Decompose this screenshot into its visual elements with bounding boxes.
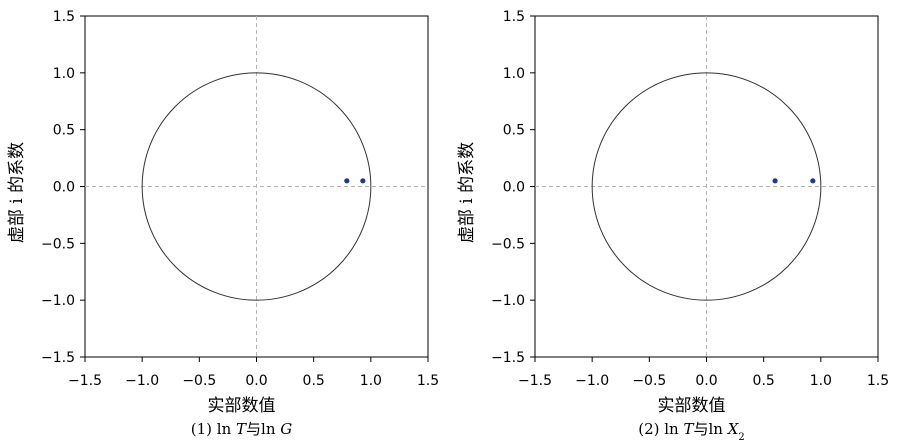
chart-2-data-point-2 xyxy=(810,178,816,184)
chart-1-y-tick-label: 1.5 xyxy=(53,9,75,25)
chart-1-caption-var: G xyxy=(280,420,292,438)
chart-2-y-axis-label: 虚部 i 的系数 xyxy=(457,142,477,243)
chart-1-y-tick-label: −0.5 xyxy=(41,236,75,252)
chart-1-x-axis-label: 实部数值 xyxy=(208,396,276,416)
chart-1-svg: −1.5 −1.0 −0.5 0.0 0.5 1.0 1.5 1.5 1.0 0.5 0.0 −0.5… xyxy=(7,9,439,438)
chart-2-x-tick-label: −1.5 xyxy=(518,373,552,389)
chart-1-x-tick-label: −1.0 xyxy=(125,373,159,389)
chart-2-y-tick-label: 1.0 xyxy=(503,66,525,82)
chart-2-caption-sub: 2 xyxy=(738,432,744,442)
chart-2-y-tick-label: −1.0 xyxy=(491,293,525,309)
chart-2-x-tick-label: 1.5 xyxy=(867,373,889,389)
chart-2-y-tick-label: 0.0 xyxy=(503,180,525,196)
chart-2-caption: (2) ln T与ln X2 xyxy=(638,420,745,442)
chart-2-caption-var: X xyxy=(727,420,740,438)
chart-1-x-tick-label: 1.5 xyxy=(417,373,439,389)
chart-1-x-tick-label: 0.5 xyxy=(303,373,325,389)
chart-2-x-tick-label: −1.0 xyxy=(575,373,609,389)
chart-panel-2: −1.5 −1.0 −0.5 0.0 0.5 1.0 1.5 1.5 1.0 0.5 0.0 −0.5… xyxy=(450,0,900,442)
chart-1-y-tick-label: 0.0 xyxy=(53,180,75,196)
chart-1-y-tick-label: −1.5 xyxy=(41,350,75,366)
chart-2-y-tick-label: −0.5 xyxy=(491,236,525,252)
chart-1-unit-circle xyxy=(141,72,372,301)
chart-2-y-tick-label: 0.5 xyxy=(503,123,525,139)
chart-2-caption-mid: 与ln xyxy=(693,420,727,438)
chart-1-y-tick-label: 0.5 xyxy=(53,123,75,139)
chart-2-caption-prefix: (2) ln xyxy=(638,420,683,438)
chart-1-x-tick-label: −0.5 xyxy=(182,373,216,389)
chart-1-y-tick-label: 1.0 xyxy=(53,66,75,82)
chart-2-caption-t: T xyxy=(683,420,694,438)
chart-1-caption-t: T xyxy=(236,420,247,438)
chart-2-x-tick-label: 0.5 xyxy=(753,373,775,389)
chart-2-y-tick-label: 1.5 xyxy=(503,9,525,25)
chart-1-caption-mid: 与ln xyxy=(246,420,280,438)
chart-1-data-point-1 xyxy=(344,178,350,184)
chart-2-x-axis-label: 实部数值 xyxy=(658,396,726,416)
chart-2-svg: −1.5 −1.0 −0.5 0.0 0.5 1.0 1.5 1.5 1.0 0.5 0.0 −0.5… xyxy=(457,9,889,442)
chart-1-y-tick-label: −1.0 xyxy=(41,293,75,309)
chart-1-caption-prefix: (1) ln xyxy=(191,420,236,438)
chart-1-x-tick-label: 0.0 xyxy=(245,373,267,389)
chart-1-y-axis-label: 虚部 i 的系数 xyxy=(7,142,27,243)
chart-2-x-tick-label: 1.0 xyxy=(810,373,832,389)
chart-1-x-tick-label: 1.0 xyxy=(360,373,382,389)
chart-2-x-tick-label: −0.5 xyxy=(632,373,666,389)
chart-1-data-point-2 xyxy=(360,178,366,184)
chart-panel-1: −1.5 −1.0 −0.5 0.0 0.5 1.0 1.5 1.5 1.0 0.5 0.0 −0.5… xyxy=(7,9,439,438)
chart-2-data-point-1 xyxy=(772,178,778,184)
chart-2-x-tick-label: 0.0 xyxy=(695,373,717,389)
chart-1-x-tick-label: −1.5 xyxy=(68,373,102,389)
chart-2-y-tick-label: −1.5 xyxy=(491,350,525,366)
chart-2-unit-circle xyxy=(591,72,822,301)
chart-1-caption: (1) ln T与ln G xyxy=(191,420,293,438)
